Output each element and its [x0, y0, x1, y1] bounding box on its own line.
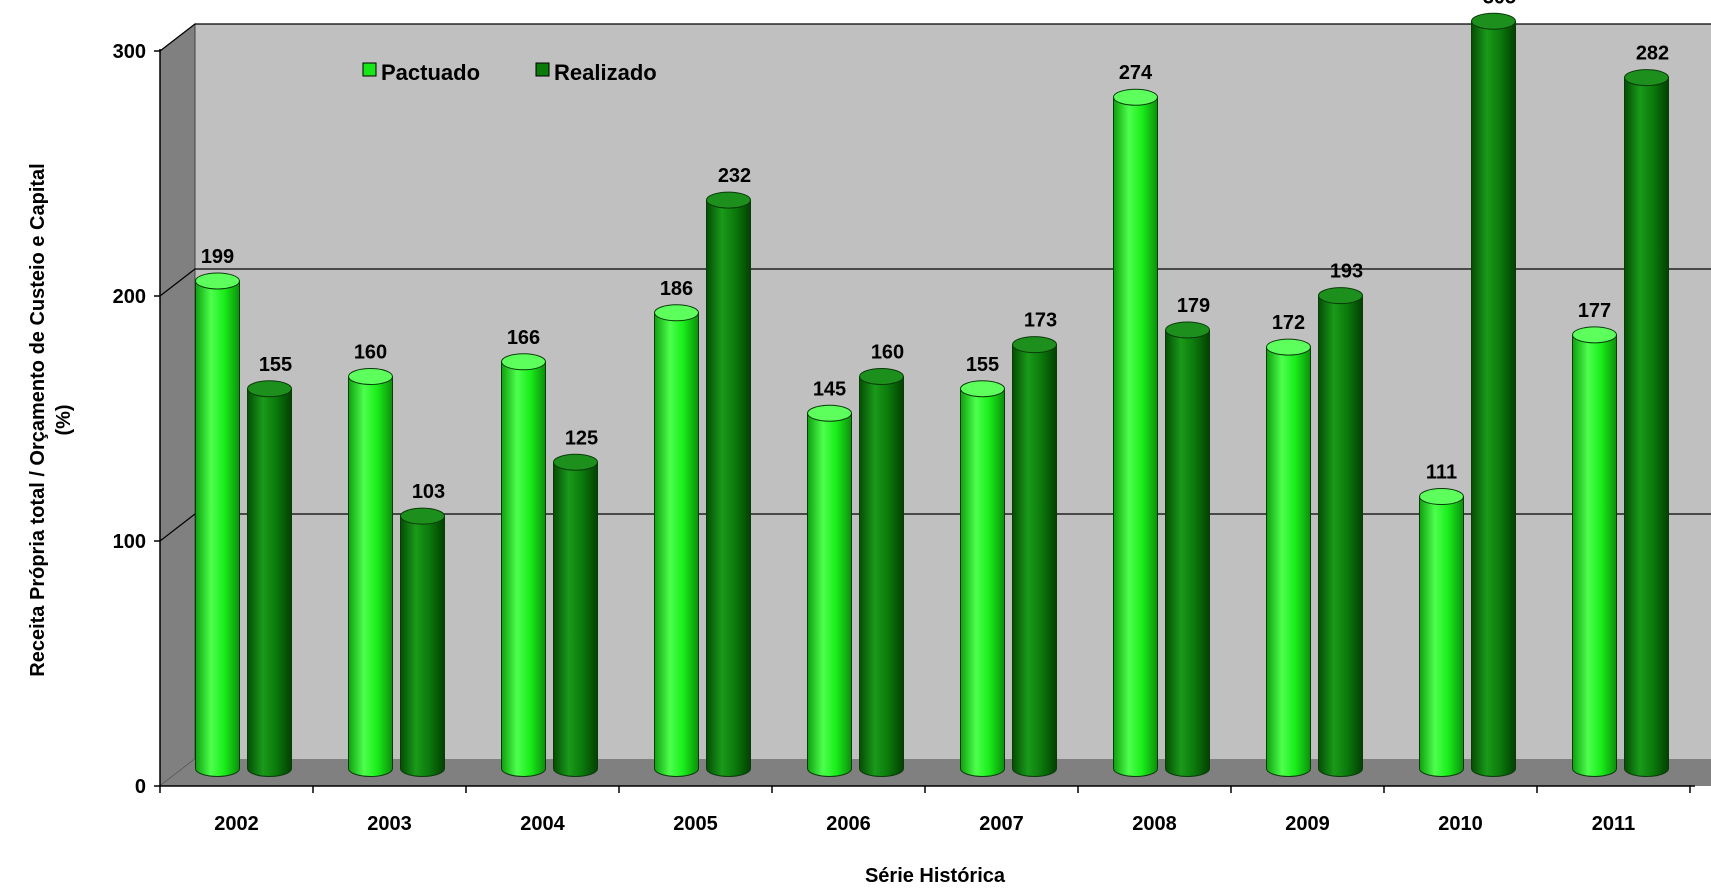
side-wall [159, 22, 196, 788]
bar-pactuado-2006 [807, 404, 852, 777]
y-tick-label: 200 [113, 286, 146, 308]
data-label-pactuado-2010: 111 [1426, 462, 1457, 484]
x-tick-label-2011: 2011 [1592, 813, 1635, 835]
x-axis-title: Série Histórica [865, 865, 1006, 887]
bar-pactuado-2005 [654, 304, 699, 777]
bar-pactuado-2011 [1572, 326, 1617, 777]
bar-realizado-2007 [1012, 336, 1057, 777]
bar-realizado-2006 [859, 368, 904, 777]
x-tick-label-2004: 2004 [520, 813, 565, 835]
x-tick-label-2006: 2006 [826, 813, 871, 835]
gridline [159, 23, 1711, 52]
y-axis-title: Receita Própria total / Orçamento de Cus… [27, 163, 49, 676]
bar-pactuado-2003 [348, 368, 393, 777]
data-label-pactuado-2003: 160 [354, 342, 387, 364]
x-tick-label-2009: 2009 [1285, 813, 1330, 835]
y-tick-label: 0 [135, 776, 146, 798]
data-label-pactuado-2007: 155 [966, 354, 999, 376]
x-tick-label-2008: 2008 [1132, 813, 1177, 835]
x-tick-label-2003: 2003 [367, 813, 412, 835]
legend-swatch-pactuado [362, 62, 377, 77]
data-label-realizado-2003: 103 [412, 481, 445, 503]
y-tick-label: 300 [113, 41, 146, 63]
bar-realizado-2005 [706, 191, 751, 777]
data-label-realizado-2008: 179 [1177, 295, 1210, 317]
x-tick-label-2002: 2002 [214, 813, 259, 835]
x-tick-label-2010: 2010 [1438, 813, 1483, 835]
data-label-pactuado-2008: 274 [1119, 62, 1153, 84]
bar-realizado-2009 [1318, 287, 1363, 777]
legend-label-pactuado: Pactuado [381, 60, 480, 85]
x-tick-label-2007: 2007 [979, 813, 1024, 835]
bars [195, 12, 1669, 777]
data-label-realizado-2006: 160 [871, 342, 904, 364]
axes: 0 100 200 300 2002 2003 2004 2005 2006 2007 2008 20… [113, 41, 1695, 835]
bar-pactuado-2009 [1266, 338, 1311, 777]
legend-label-realizado: Realizado [554, 60, 657, 85]
x-tick-label-2005: 2005 [673, 813, 718, 835]
bar-realizado-2011 [1624, 69, 1669, 777]
bar-pactuado-2010 [1419, 488, 1464, 777]
data-label-realizado-2009: 193 [1330, 261, 1363, 283]
data-label-pactuado-2006: 145 [813, 378, 846, 400]
bar-realizado-2002 [247, 380, 292, 777]
bar-pactuado-2004 [501, 353, 546, 777]
data-label-pactuado-2002: 199 [201, 246, 234, 268]
data-labels: 199 155 160 103 166 125 186 232 145 160 155 173 274 1… [201, 0, 1669, 503]
data-label-realizado-2002: 155 [259, 354, 292, 376]
y-axis-title-unit: (%) [53, 404, 75, 435]
gridline [159, 268, 1711, 297]
data-label-pactuado-2009: 172 [1272, 312, 1305, 334]
bar-pactuado-2008 [1113, 88, 1158, 777]
bar-realizado-2003 [400, 507, 445, 777]
data-label-realizado-2007: 173 [1024, 310, 1057, 332]
bar-realizado-2004 [553, 453, 598, 777]
legend: Pactuado Realizado [362, 60, 657, 85]
data-label-realizado-2004: 125 [565, 427, 598, 449]
data-label-realizado-2010: 305 [1483, 0, 1516, 8]
bar-realizado-2010 [1471, 12, 1516, 777]
data-label-pactuado-2011: 177 [1578, 300, 1611, 322]
data-label-realizado-2011: 282 [1636, 43, 1669, 65]
bar-pactuado-2007 [960, 380, 1005, 777]
y-tick-label: 100 [113, 531, 146, 553]
legend-swatch-realizado [535, 62, 550, 77]
data-label-pactuado-2004: 166 [507, 327, 540, 349]
bar-pactuado-2002 [195, 272, 240, 777]
bar-realizado-2008 [1165, 321, 1210, 777]
data-label-pactuado-2005: 186 [660, 278, 693, 300]
data-label-realizado-2005: 232 [718, 165, 751, 187]
